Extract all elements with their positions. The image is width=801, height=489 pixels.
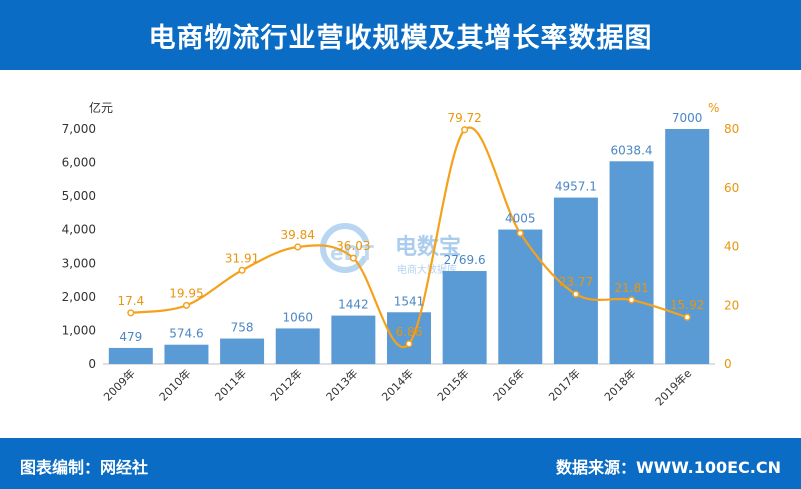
rate-value-label: 19.95 bbox=[169, 286, 203, 300]
rate-point bbox=[461, 126, 469, 134]
chart: eDT 电数宝 电商大数据库 0 1,000 2,000 3,000 4,000 5,00… bbox=[62, 100, 740, 408]
rate-point bbox=[572, 290, 580, 298]
x-tick-label: 2012年 bbox=[267, 366, 304, 403]
x-tick-label: 2010年 bbox=[156, 366, 193, 403]
rate-series bbox=[127, 126, 691, 348]
y-right-tick-label: 40 bbox=[724, 240, 739, 254]
x-tick-label: 2016年 bbox=[490, 366, 527, 403]
header-banner: 电商物流行业营收规模及其增长率数据图 bbox=[0, 0, 801, 70]
bar-value-label: 4957.1 bbox=[555, 180, 597, 194]
bar bbox=[498, 229, 543, 364]
rate-value-label: 31.91 bbox=[225, 251, 259, 265]
rate-point bbox=[127, 309, 135, 317]
page-title: 电商物流行业营收规模及其增长率数据图 bbox=[148, 22, 653, 54]
x-tick-label: 2014年 bbox=[379, 366, 416, 403]
x-tick-label: 2015年 bbox=[434, 366, 471, 403]
bar bbox=[387, 312, 431, 364]
y-right-tick-label: 20 bbox=[724, 298, 739, 312]
bar-value-label: 6038.4 bbox=[611, 143, 653, 157]
bar-value-label: 1060 bbox=[282, 310, 313, 324]
y-left-tick-label: 5,000 bbox=[62, 189, 96, 203]
rate-point bbox=[627, 296, 636, 304]
y-left-axis-label: 亿元 bbox=[89, 100, 113, 115]
bar bbox=[665, 129, 710, 364]
x-tick-label: 2011年 bbox=[212, 366, 249, 403]
bar-value-label: 1541 bbox=[394, 294, 425, 308]
y-left-tick-label: 4,000 bbox=[62, 223, 96, 237]
rate-value-label: 39.84 bbox=[281, 228, 315, 242]
rate-point bbox=[405, 340, 413, 348]
y-left-tick-label: 7,000 bbox=[62, 122, 96, 136]
rate-value-label: 6.86 bbox=[396, 325, 423, 339]
watermark: eDT 电数宝 电商大数据库 bbox=[320, 223, 461, 276]
y-right-axis-label: % bbox=[708, 101, 719, 115]
rate-point bbox=[349, 254, 357, 262]
bar-value-label: 7000 bbox=[672, 111, 703, 125]
bar bbox=[275, 328, 320, 364]
footer-banner: 图表编制：网经社 数据来源：WWW.100EC.CN bbox=[0, 438, 801, 489]
bar-series bbox=[108, 129, 710, 364]
bar bbox=[609, 161, 654, 364]
y-left-tick-label: 0 bbox=[88, 357, 96, 371]
bar-value-label: 574.6 bbox=[169, 327, 203, 341]
edt-logo-icon: eDT bbox=[320, 223, 385, 273]
watermark-brand: 电数宝 bbox=[395, 234, 461, 260]
rate-point bbox=[238, 266, 246, 274]
rate-point bbox=[294, 243, 302, 251]
watermark-subtitle: 电商大数据库 bbox=[397, 263, 457, 276]
y-left-tick-label: 6,000 bbox=[62, 156, 96, 170]
y-right-tick-label: 60 bbox=[724, 181, 739, 195]
y-right-tick-label: 0 bbox=[724, 357, 732, 371]
bar bbox=[553, 197, 598, 364]
bar bbox=[164, 344, 209, 364]
bar bbox=[108, 347, 153, 364]
rate-value-label: 17.4 bbox=[117, 294, 144, 308]
y-left-tick-label: 3,000 bbox=[62, 256, 96, 270]
y-left-tick-label: 2,000 bbox=[62, 290, 96, 304]
rate-point bbox=[516, 229, 524, 237]
bar-value-label: 4005 bbox=[505, 212, 536, 226]
rate-point bbox=[683, 313, 691, 321]
x-tick-label: 2009年 bbox=[100, 366, 137, 403]
rate-value-label: 21.81 bbox=[614, 281, 648, 295]
footer-credit: 图表编制：网经社 bbox=[20, 458, 149, 477]
rate-point bbox=[182, 301, 191, 309]
x-tick-label: 2018年 bbox=[601, 366, 638, 403]
bar bbox=[331, 315, 376, 364]
x-tick-label: 2017年 bbox=[546, 366, 583, 403]
y-left-tick-label: 1,000 bbox=[62, 323, 96, 337]
data-labels: 479 574.6 758 1060 1442 1541 2769.6 4005 4957.1 6… bbox=[117, 111, 704, 344]
bar-value-label: 1442 bbox=[338, 298, 369, 312]
footer-source: 数据来源：WWW.100EC.CN bbox=[555, 458, 781, 477]
rate-value-label: 15.92 bbox=[670, 298, 704, 312]
bar bbox=[442, 271, 487, 364]
rate-value-label: 36.03 bbox=[336, 239, 370, 253]
bar bbox=[220, 338, 265, 364]
rate-value-label: 79.72 bbox=[447, 111, 481, 125]
x-tick-label: 2019年e bbox=[652, 366, 694, 408]
rate-value-label: 23.77 bbox=[559, 275, 593, 289]
x-tick-label: 2013年 bbox=[323, 366, 360, 403]
bar-value-label: 2769.6 bbox=[444, 253, 486, 267]
bar-value-label: 479 bbox=[119, 330, 142, 344]
y-right-tick-label: 80 bbox=[724, 122, 739, 136]
bar-value-label: 758 bbox=[231, 321, 254, 335]
